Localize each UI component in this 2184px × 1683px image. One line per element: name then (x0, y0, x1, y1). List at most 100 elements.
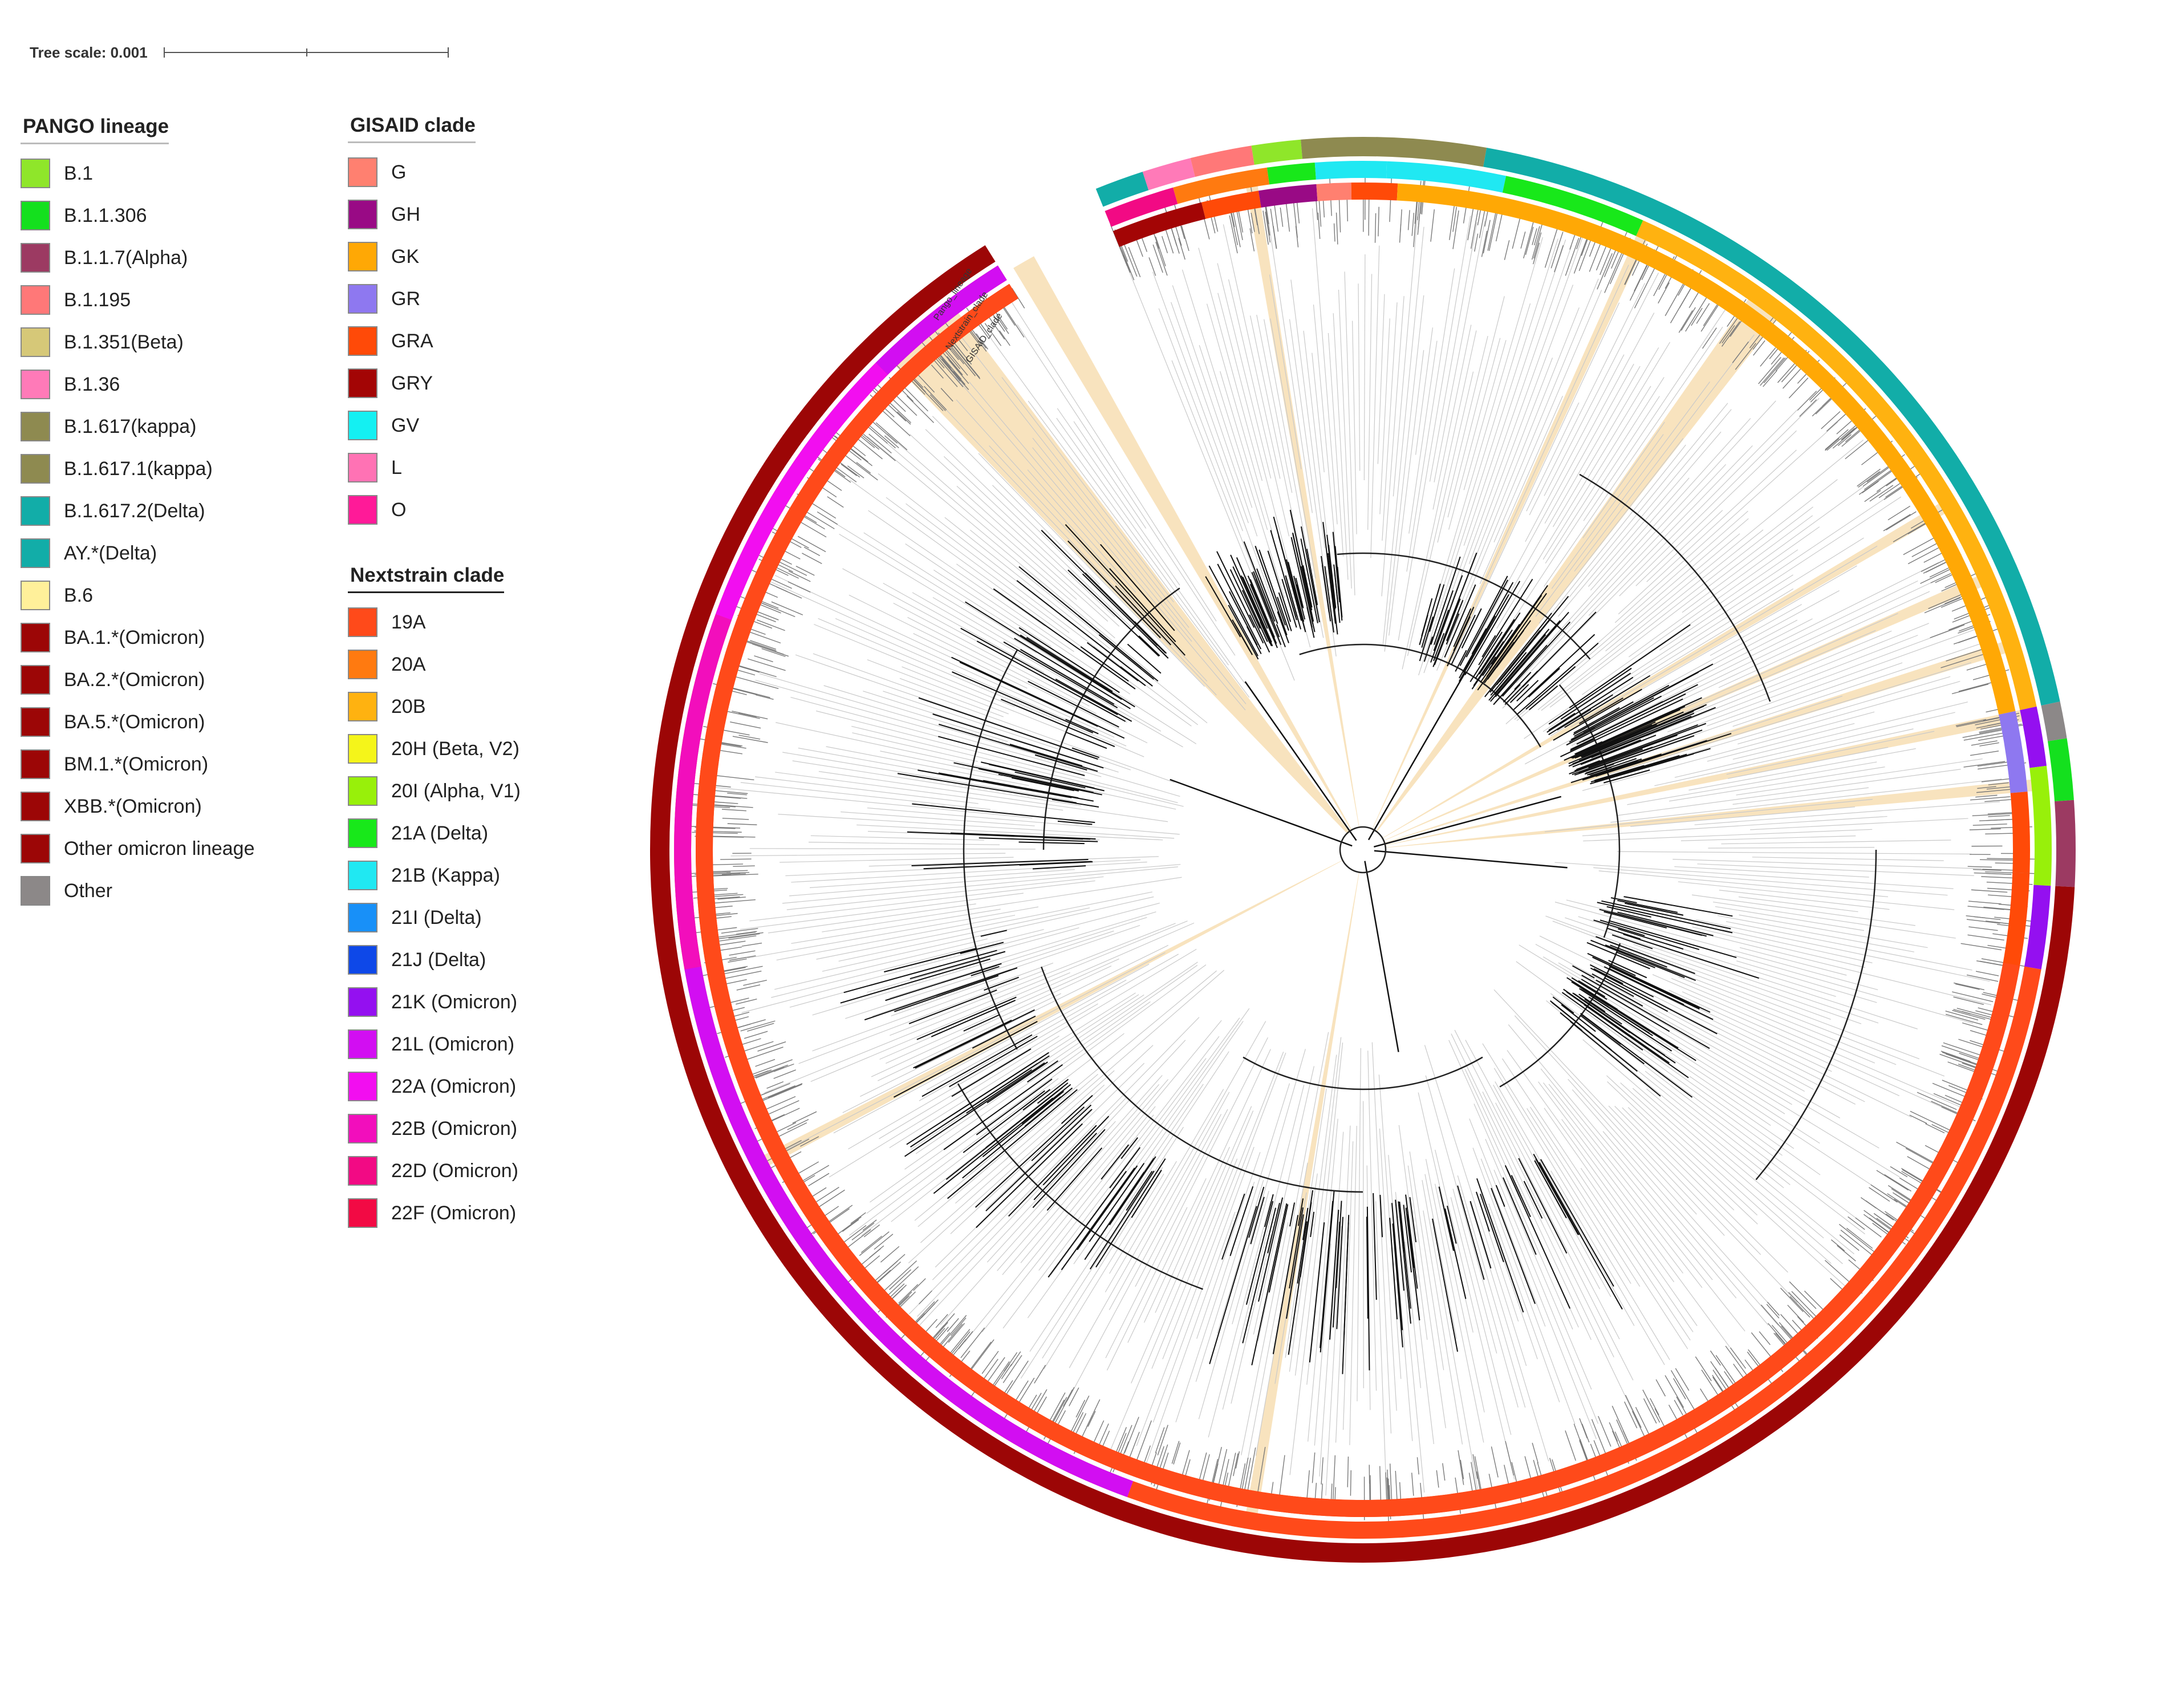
leaf-branch (1328, 332, 1344, 557)
nextstrain-legend-label: 21B (Kappa) (391, 864, 500, 886)
tip-branch (1766, 1304, 1780, 1319)
tip-branch (1955, 983, 1980, 990)
nextstrain-legend-item: 22D (Omicron) (348, 1150, 521, 1192)
leaf-branch (1580, 1167, 1694, 1332)
tip-branch (950, 1331, 971, 1356)
tip-branch (1876, 1170, 1909, 1191)
tip-branch (1251, 213, 1255, 232)
cluster-branch (1459, 575, 1508, 666)
tip-branch (979, 322, 991, 338)
cluster-branch (1329, 1210, 1339, 1340)
leaf-branch (1423, 1210, 1463, 1445)
leaf-branch (1646, 623, 1930, 737)
tip-branch (1939, 1053, 1982, 1070)
cluster-branch (1572, 748, 1643, 775)
cluster-branch (1590, 967, 1718, 1035)
leaf-branch (928, 391, 1217, 696)
tip-branch (1759, 1331, 1771, 1345)
leaf-branch (798, 970, 1046, 1064)
leaf-branch (1570, 545, 1878, 728)
leaf-branch (1086, 1084, 1204, 1256)
leaf-branch (925, 429, 1132, 628)
cluster-branch (1324, 566, 1334, 633)
tip-branch (897, 1291, 916, 1310)
cluster-branch (1276, 624, 1286, 647)
cluster-branch (1453, 608, 1472, 647)
leaf-branch (1384, 295, 1424, 652)
leaf-branch (1313, 305, 1340, 590)
gisaid-swatch (348, 368, 377, 398)
leaf-branch (812, 911, 1156, 1016)
tip-branch (747, 1023, 774, 1032)
leaf-branch (1437, 336, 1488, 543)
leaf-branch (1429, 222, 1477, 482)
leaf-branch (1539, 935, 1912, 1118)
tip-branch (1896, 1141, 1937, 1165)
cluster-branch (1343, 1222, 1349, 1335)
tip-branch (863, 433, 896, 461)
tip-branch (707, 899, 756, 905)
cluster-branch (1249, 614, 1264, 644)
leaf-branch (1552, 920, 1920, 1060)
cluster-branch (933, 1097, 1054, 1194)
cluster-branch (1588, 767, 1612, 776)
cluster-branch (1373, 1193, 1377, 1300)
nextstrain-swatch (348, 1198, 377, 1228)
tip-branch (1631, 1411, 1645, 1436)
cluster-branch (910, 1062, 1038, 1147)
leaf-branch (1617, 851, 1972, 855)
leaf-branch (1625, 662, 1903, 760)
tip-branch (1680, 307, 1696, 331)
pango-legend-label: BA.5.*(Omicron) (64, 711, 205, 733)
tip-branch (1658, 282, 1670, 304)
cluster-branch (1533, 1154, 1580, 1235)
tip-branch (1946, 648, 1984, 662)
cluster-branch (1570, 727, 1596, 740)
cluster-branch (1395, 1199, 1404, 1291)
leaf-branch (1253, 1066, 1315, 1335)
tip-branch (1010, 1351, 1021, 1367)
nextstrain-legend-item: 21L (Omicron) (348, 1023, 521, 1065)
cluster-branch (1570, 693, 1686, 751)
leaf-branch (1198, 1049, 1306, 1420)
leaf-branch (789, 864, 1181, 897)
cluster-branch (1034, 754, 1087, 771)
leaf-branch (1432, 325, 1472, 510)
tip-branch (1748, 1349, 1760, 1365)
tip-branch (942, 359, 969, 390)
gisaid-legend-label: GH (391, 203, 420, 225)
leaf-branch (1688, 748, 1916, 791)
cluster-branch (1336, 1216, 1343, 1329)
tip-branch (757, 619, 785, 631)
cluster-branch (1586, 942, 1650, 970)
cluster-branch (980, 930, 1007, 937)
leaf-branch (1231, 1234, 1272, 1404)
tip-branch (1925, 1123, 1945, 1134)
cluster-branch (1022, 1089, 1051, 1111)
tip-branch (1136, 1420, 1152, 1461)
leaf-branch (848, 1003, 1098, 1150)
nextstrain-legend-item: 20A (348, 643, 521, 686)
cluster-branch (1469, 1201, 1492, 1269)
cluster-branch (1217, 563, 1262, 650)
tip-branch (1624, 1401, 1638, 1429)
tip-branch (1157, 1425, 1168, 1455)
cluster-branch (1306, 549, 1318, 606)
leaf-branch (860, 944, 1168, 1097)
tip-branch (1609, 1422, 1618, 1442)
pango-legend-item: BA.2.*(Omicron) (21, 659, 255, 701)
leaf-branch (816, 710, 1178, 804)
leaf-branch (1358, 283, 1361, 471)
tip-branch (1975, 794, 1998, 798)
leaf-branch (810, 835, 984, 841)
highlight-wedge (1245, 179, 1359, 828)
nextstrain-ring-segment (1386, 161, 1507, 193)
tip-branch (776, 560, 807, 576)
pango-swatch (21, 792, 50, 821)
gisaid-legend-item: L (348, 447, 476, 489)
tip-branch (1236, 211, 1243, 241)
leaf-branch (1538, 438, 1684, 624)
internal-arc (1042, 587, 1180, 850)
pango-legend-item: B.1.1.7(Alpha) (21, 237, 255, 279)
cluster-branch (1019, 861, 1093, 866)
